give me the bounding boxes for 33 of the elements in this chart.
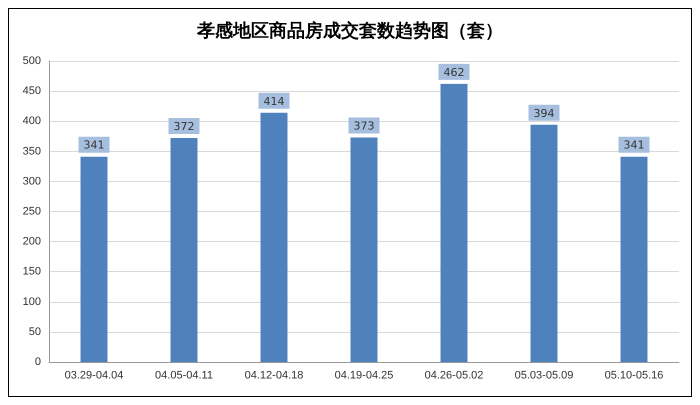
bar — [530, 124, 558, 362]
chart-title: 孝感地区商品房成交套数趋势图（套） — [196, 20, 503, 42]
bar — [620, 156, 648, 362]
x-tick-label: 03.29-04.04 — [64, 370, 124, 382]
y-tick-label: 0 — [34, 356, 41, 368]
data-label: 394 — [534, 106, 554, 120]
y-tick-label: 250 — [22, 206, 41, 218]
bar — [440, 84, 468, 362]
y-tick-label: 500 — [22, 55, 41, 67]
x-tick-label: 04.26-05.02 — [424, 370, 484, 382]
y-tick-label: 300 — [22, 175, 41, 188]
x-tick-label: 04.12-04.18 — [244, 370, 304, 382]
y-tick-label: 450 — [22, 85, 41, 98]
x-tick-label: 05.10-05.16 — [604, 370, 664, 382]
bar — [80, 156, 108, 362]
x-tick-label: 04.05-04.11 — [155, 370, 213, 382]
bar — [170, 138, 198, 362]
data-label: 373 — [354, 119, 374, 132]
y-tick-label: 50 — [28, 326, 41, 338]
bar — [260, 112, 288, 362]
y-tick-label: 100 — [22, 296, 41, 308]
x-tick-label: 04.19-04.25 — [334, 370, 394, 382]
y-tick-label: 150 — [22, 266, 41, 278]
x-tick-label: 05.03-05.09 — [514, 370, 574, 382]
y-tick-label: 350 — [22, 145, 41, 158]
data-label: 462 — [444, 66, 464, 79]
bar — [350, 137, 378, 362]
data-label: 414 — [264, 94, 284, 108]
y-tick-label: 200 — [22, 236, 41, 248]
data-label: 341 — [624, 138, 644, 152]
data-label: 372 — [174, 120, 194, 134]
y-tick-label: 400 — [22, 115, 41, 128]
data-label: 341 — [84, 138, 104, 152]
